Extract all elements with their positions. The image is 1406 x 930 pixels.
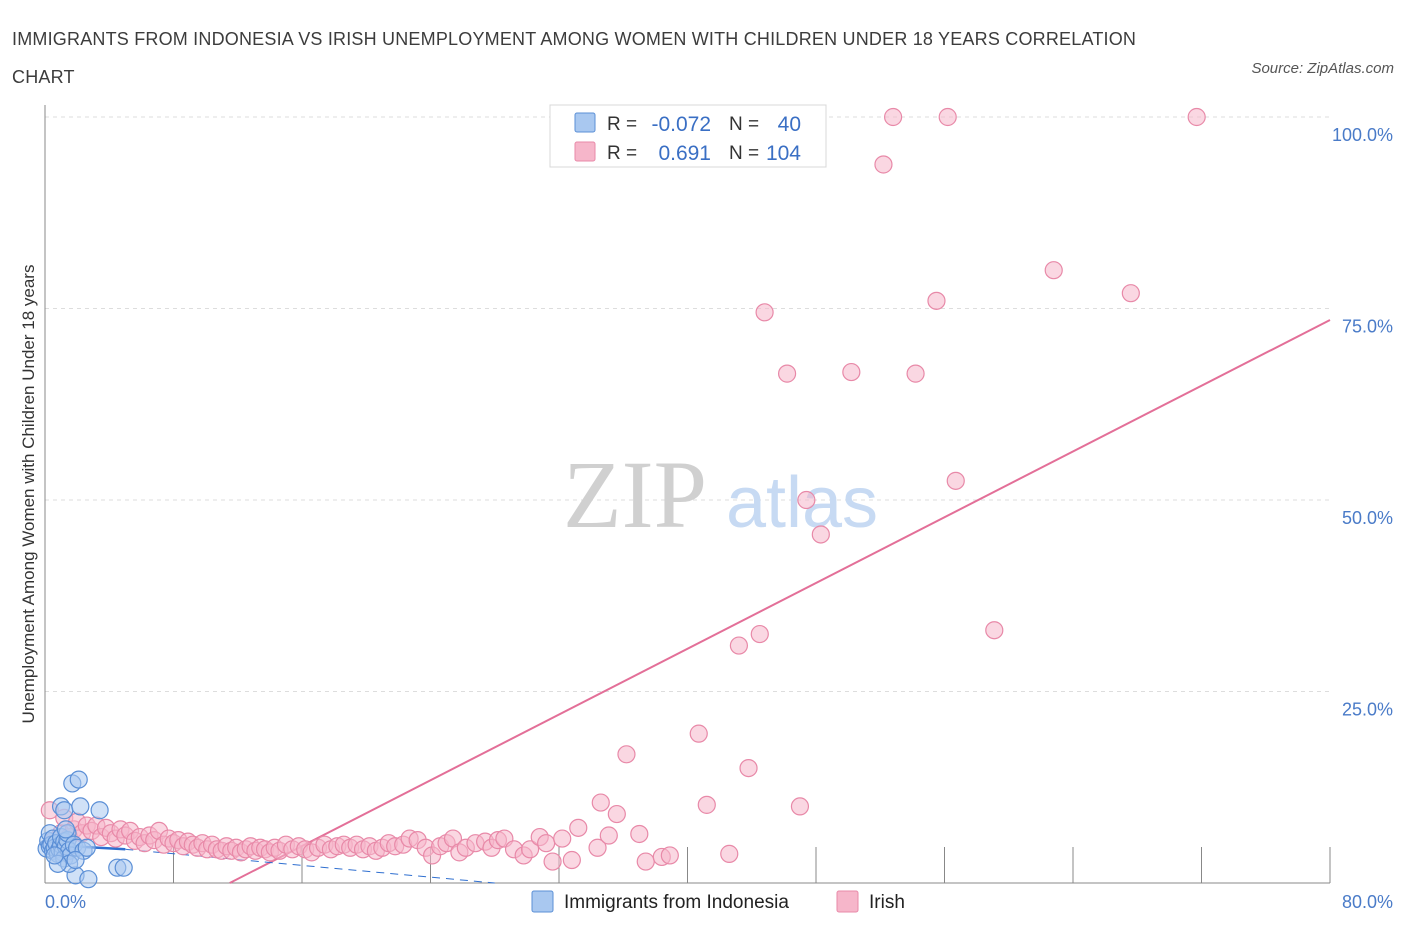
irish-point (562, 850, 581, 870)
irish-point (689, 724, 708, 743)
bottom-legend-label-indonesia: Immigrants from Indonesia (564, 892, 789, 913)
bottom-legend-swatch-blue (531, 890, 554, 913)
irish-point (591, 793, 610, 812)
irish-point (720, 844, 739, 863)
indonesia-point (79, 870, 98, 889)
legend-n-value-pink: 104 (766, 142, 801, 165)
irish-point (1121, 284, 1140, 303)
legend-box: R = -0.072 N = 40 R = 0.691 N = 104 (549, 104, 827, 168)
chart-title: IMMIGRANTS FROM INDONESIA VS IRISH UNEMP… (12, 29, 1137, 87)
legend-n-label-blue: N = (729, 114, 759, 135)
indonesia-point (66, 850, 85, 870)
legend-n-label-pink: N = (729, 143, 759, 164)
irish-point (729, 636, 749, 655)
bottom-legend: Immigrants from Indonesia Irish (531, 890, 905, 913)
chart-source: Source: ZipAtlas.com (1251, 60, 1394, 77)
trend-lines (44, 319, 1331, 884)
legend-r-value-pink: 0.691 (658, 142, 711, 165)
legend-r-label-pink: R = (607, 143, 637, 164)
watermark-zip: ZIP (563, 441, 707, 548)
indonesia-point (114, 858, 133, 877)
legend-swatch-pink (574, 141, 596, 162)
irish-point (1044, 261, 1063, 280)
tick-labels: 25.0% 50.0% 75.0% 100.0% 0.0% 80.0% (45, 125, 1393, 912)
indonesia-trend-dashed (125, 848, 495, 884)
indonesia-point (77, 838, 96, 857)
irish-point (874, 155, 893, 174)
irish-point (569, 818, 588, 837)
irish-point (520, 840, 540, 859)
y-tick-label: 25.0% (1342, 700, 1393, 720)
x-tick-label: 0.0% (45, 892, 86, 912)
irish-point (906, 364, 925, 383)
y-tick-label: 100.0% (1332, 125, 1393, 145)
irish-trend-line (229, 319, 1331, 884)
indonesia-point (69, 770, 88, 789)
indonesia-point (90, 801, 109, 820)
bottom-legend-label-irish: Irish (869, 892, 905, 913)
irish-point (750, 624, 769, 644)
irish-point (553, 829, 572, 848)
irish-point (630, 824, 649, 844)
irish-point (811, 525, 830, 544)
irish-point (607, 804, 626, 824)
indonesia-point (55, 801, 74, 820)
data-points (37, 107, 1206, 889)
irish-point (985, 621, 1004, 640)
irish-point (1187, 107, 1206, 127)
irish-point (790, 797, 810, 816)
irish-point (599, 826, 618, 845)
irish-point (938, 107, 957, 127)
y-tick-label: 75.0% (1342, 317, 1393, 337)
irish-point (697, 795, 716, 814)
irish-point (883, 107, 903, 127)
bottom-legend-swatch-pink (836, 890, 859, 913)
grid-lines (45, 116, 1330, 692)
irish-point (617, 745, 636, 764)
irish-point (588, 838, 607, 857)
indonesia-point (56, 820, 75, 839)
irish-point (660, 846, 679, 865)
irish-point (636, 852, 655, 871)
irish-point (739, 758, 758, 778)
irish-point (927, 291, 946, 310)
y-axis-label: Unemployment Among Women with Children U… (19, 265, 38, 724)
y-tick-label: 50.0% (1342, 508, 1393, 528)
irish-point (797, 490, 816, 510)
irish-point (842, 362, 861, 382)
irish-point (755, 303, 774, 322)
x-tick-label: 80.0% (1342, 892, 1393, 912)
legend-n-value-blue: 40 (778, 113, 801, 136)
indonesia-point (71, 797, 90, 816)
irish-point (543, 852, 562, 871)
indonesia-point (45, 846, 64, 865)
legend-r-label-blue: R = (607, 114, 637, 135)
legend-r-value-blue: -0.072 (651, 113, 711, 136)
irish-point (777, 364, 797, 383)
irish-point (537, 834, 556, 853)
legend-swatch-blue (574, 112, 596, 133)
irish-point (946, 471, 965, 490)
